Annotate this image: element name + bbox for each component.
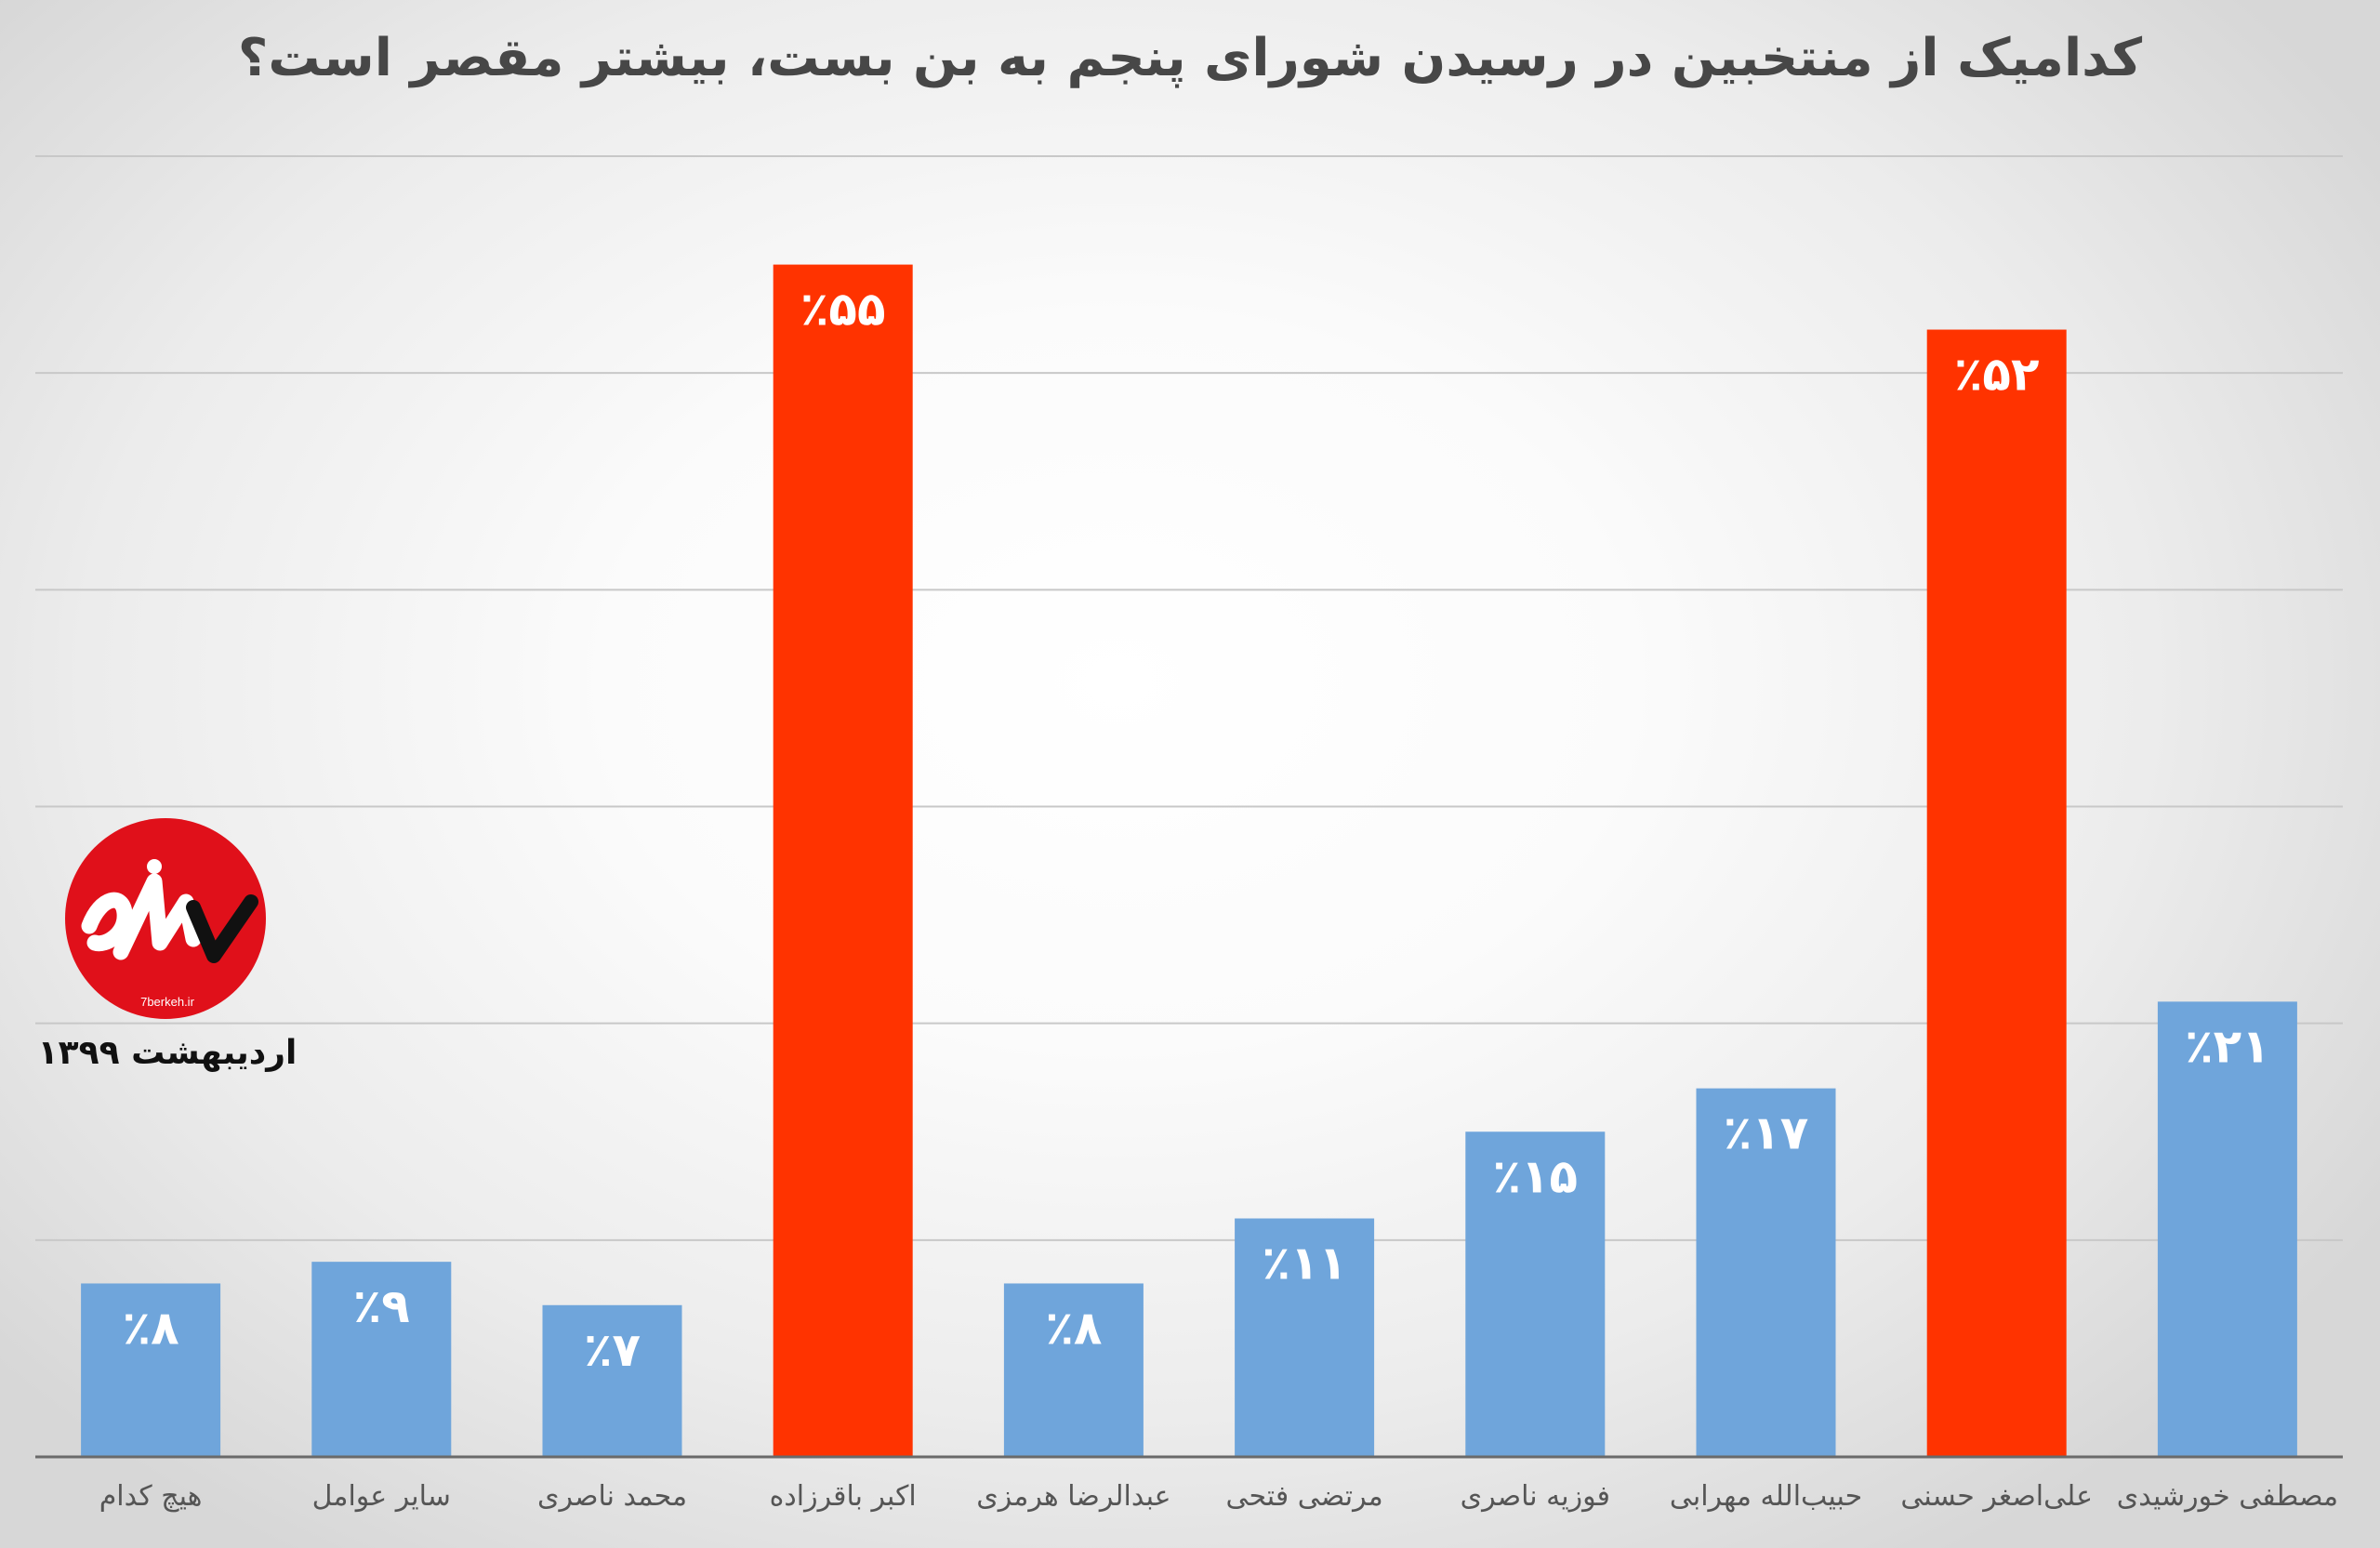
data-label: ٪۷ xyxy=(584,1323,641,1377)
data-label: ٪۹ xyxy=(353,1279,410,1333)
bar xyxy=(542,1304,682,1457)
logo-caption: 7berkeh.ir xyxy=(140,995,194,1009)
bar xyxy=(311,1262,452,1457)
data-label: ٪۱۵ xyxy=(1493,1149,1579,1203)
7berkeh-logo-icon: 7berkeh.ir xyxy=(63,816,268,1021)
bar xyxy=(1003,1283,1144,1457)
bar xyxy=(81,1283,221,1457)
data-label: ٪۲۱ xyxy=(2185,1019,2270,1073)
bar xyxy=(773,264,913,1457)
bar xyxy=(1465,1131,1606,1457)
bar xyxy=(1926,329,2067,1457)
bar xyxy=(1696,1088,1836,1457)
data-label: ٪۱۷ xyxy=(1724,1106,1809,1160)
category-label: سایر عوامل xyxy=(312,1480,451,1513)
data-label: ٪۸ xyxy=(1045,1301,1102,1355)
data-label: ٪۵۲ xyxy=(1954,348,2040,402)
date-label: اردیبهشت ۱۳۹۹ xyxy=(37,1034,298,1072)
category-label: مرتضی فتحی xyxy=(1225,1480,1382,1513)
data-label: ٪۱۱ xyxy=(1262,1237,1347,1290)
bar xyxy=(2157,1001,2297,1457)
data-label: ٪۸ xyxy=(123,1301,179,1355)
category-label: اکبر باقرزاده xyxy=(770,1480,917,1513)
category-label: هیچ کدام xyxy=(99,1480,203,1513)
category-label: فوزیه ناصری xyxy=(1461,1480,1610,1513)
category-label: محمد ناصری xyxy=(537,1480,687,1513)
category-label: حبیب‌الله مهرابی xyxy=(1670,1480,1862,1513)
data-label: ٪۵۵ xyxy=(800,283,886,337)
chart-title: کدامیک از منتخبین در رسیدن شورای پنجم به… xyxy=(237,28,2143,88)
category-label: علی‌اصغر حسنی xyxy=(1900,1480,2093,1513)
bar xyxy=(1235,1218,1375,1457)
category-label: عبدالرضا هرمزی xyxy=(976,1480,1170,1513)
category-label: مصطفی خورشیدی xyxy=(2117,1480,2338,1513)
